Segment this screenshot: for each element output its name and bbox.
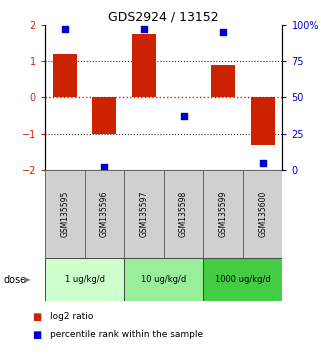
Text: percentile rank within the sample: percentile rank within the sample <box>50 330 203 339</box>
Text: GSM135600: GSM135600 <box>258 191 267 238</box>
Point <box>260 160 265 165</box>
FancyBboxPatch shape <box>124 258 203 301</box>
Text: ■: ■ <box>32 312 41 322</box>
Bar <box>132 34 156 97</box>
FancyBboxPatch shape <box>203 170 243 258</box>
FancyBboxPatch shape <box>45 258 124 301</box>
Text: 10 ug/kg/d: 10 ug/kg/d <box>141 275 186 284</box>
FancyBboxPatch shape <box>243 170 282 258</box>
Text: 1 ug/kg/d: 1 ug/kg/d <box>65 275 105 284</box>
Bar <box>92 97 116 134</box>
FancyBboxPatch shape <box>84 170 124 258</box>
Text: GSM135595: GSM135595 <box>60 191 69 238</box>
Text: 1000 ug/kg/d: 1000 ug/kg/d <box>215 275 271 284</box>
Text: dose: dose <box>3 275 26 285</box>
Bar <box>211 65 235 97</box>
Point <box>181 113 186 119</box>
Text: ■: ■ <box>32 330 41 339</box>
Point <box>221 29 226 35</box>
Point <box>62 26 67 32</box>
Text: ▶: ▶ <box>24 275 30 284</box>
Text: GSM135598: GSM135598 <box>179 191 188 237</box>
Text: GSM135596: GSM135596 <box>100 191 109 238</box>
Point <box>141 26 146 32</box>
FancyBboxPatch shape <box>45 170 84 258</box>
Bar <box>251 97 274 144</box>
Bar <box>53 54 77 97</box>
FancyBboxPatch shape <box>124 170 164 258</box>
FancyBboxPatch shape <box>164 170 203 258</box>
Point <box>102 164 107 170</box>
Text: log2 ratio: log2 ratio <box>50 312 93 321</box>
FancyBboxPatch shape <box>203 258 282 301</box>
Text: GSM135597: GSM135597 <box>139 191 148 238</box>
Text: GSM135599: GSM135599 <box>219 191 228 238</box>
Title: GDS2924 / 13152: GDS2924 / 13152 <box>108 11 219 24</box>
